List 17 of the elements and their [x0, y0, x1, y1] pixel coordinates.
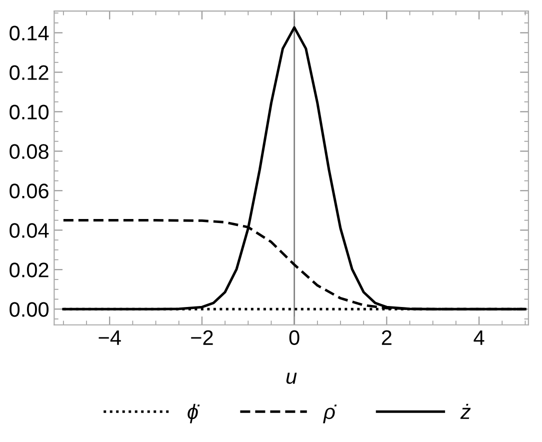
y-tick-label: 0.10 [10, 104, 49, 120]
x-tick-label: 4 [474, 330, 484, 345]
legend-label: ϕ̇ [188, 404, 200, 424]
legend-label: ż [460, 404, 471, 419]
y-tick-label: 0.12 [10, 65, 48, 80]
x-axis-title: u [286, 372, 297, 384]
y-tick-label: 0.14 [10, 26, 49, 41]
x-tick-label: −2 [191, 330, 213, 345]
y-tick-label: 0.04 [10, 223, 49, 238]
x-tick-label: 0 [289, 330, 300, 346]
y-tick-label: 0.08 [10, 144, 48, 159]
y-tick-label: 0.06 [10, 184, 48, 198]
y-tick-label: 0.02 [10, 262, 48, 278]
legend-label: ρ̇ [323, 404, 337, 424]
x-tick-label: −4 [98, 330, 121, 345]
y-tick-label: 0.00 [10, 302, 49, 317]
x-tick-label: 2 [382, 330, 392, 345]
